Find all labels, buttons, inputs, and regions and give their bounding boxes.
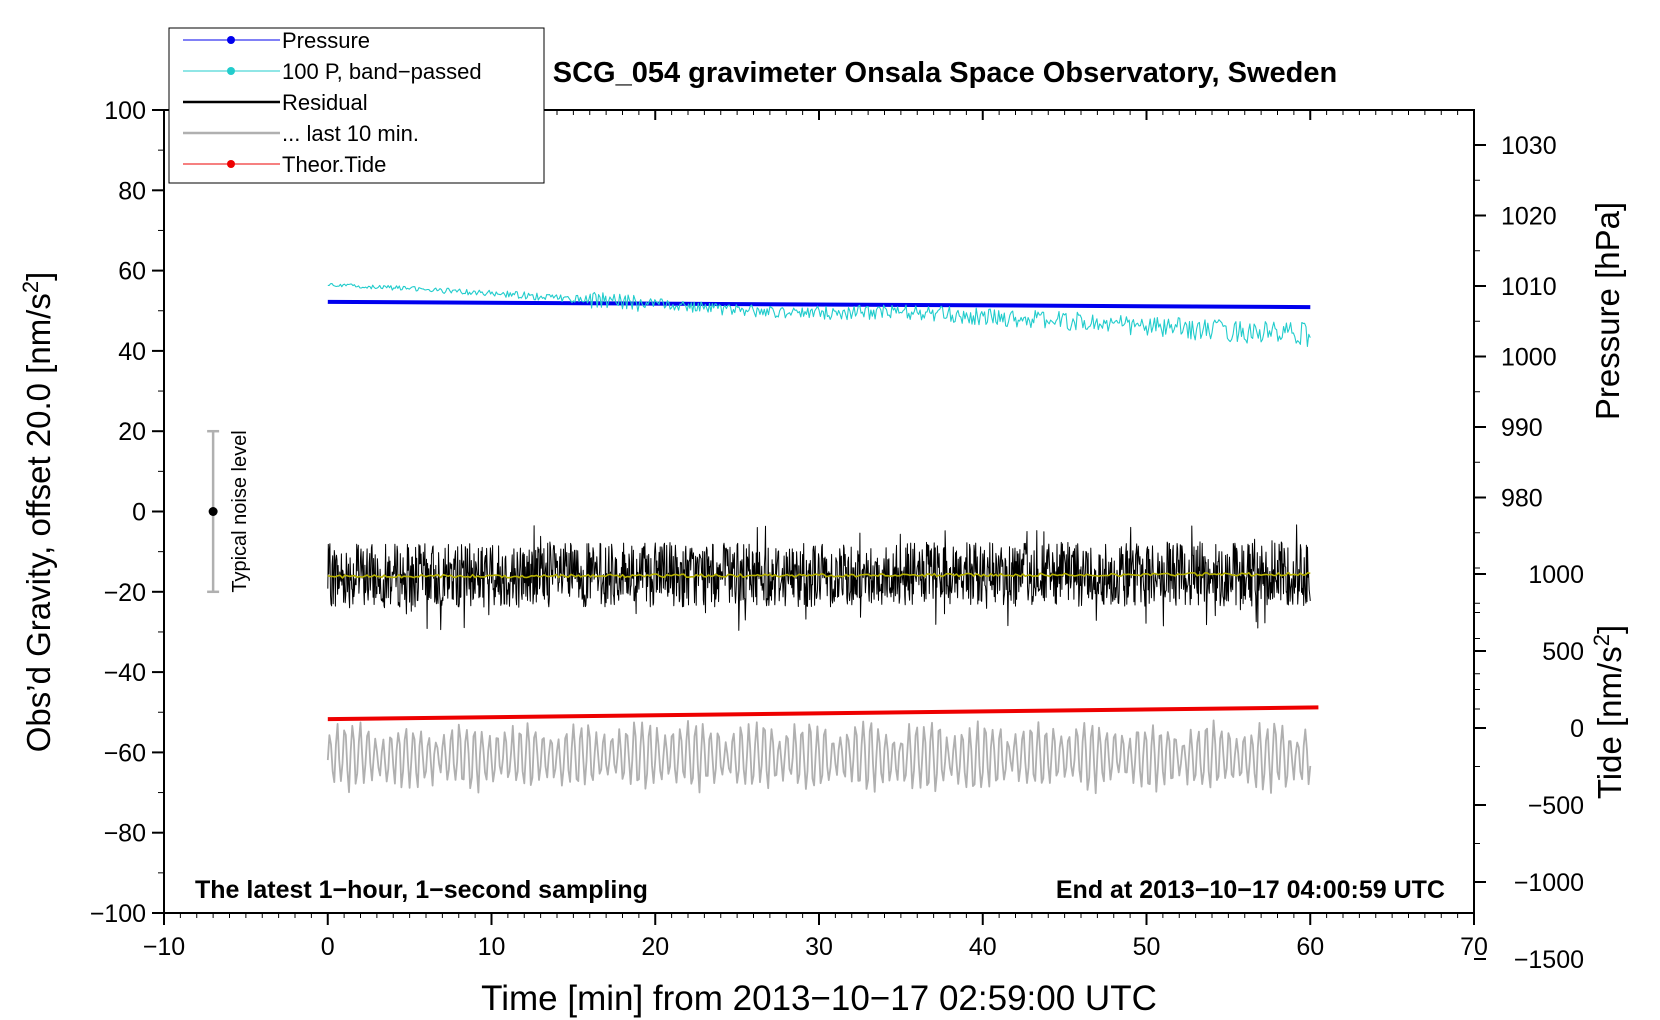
legend-label-last-10-min: ... last 10 min.: [282, 121, 419, 146]
x-tick-label: 0: [321, 933, 335, 961]
legend-label-pressure: Pressure: [282, 28, 370, 53]
series-layer: [326, 283, 1319, 795]
plot-frame: [163, 109, 1475, 914]
tide-tick-label: 500: [1542, 638, 1584, 666]
legend-label-theor-tide: Theor.Tide: [282, 152, 386, 177]
pressure-axis-label: Pressure [hPa]: [1589, 202, 1626, 420]
x-axis-label: Time [min] from 2013−10−17 02:59:00 UTC: [481, 979, 1157, 1018]
pressure-tick-label: 1030: [1501, 132, 1557, 160]
noise-bar-label: Typical noise level: [229, 430, 251, 592]
x-tick-label: 70: [1460, 933, 1488, 961]
legend-label-100-p-band-passed: 100 P, band−passed: [282, 59, 482, 84]
legend-marker-pressure: [227, 36, 235, 44]
noise-bar-center: [208, 507, 218, 516]
series-last-10-min: [326, 719, 1312, 795]
tide-tick-label: −1500: [1514, 946, 1584, 974]
x-tick-label: −10: [143, 933, 185, 961]
x-tick-label: 30: [805, 933, 833, 961]
x-tick-label: 10: [478, 933, 506, 961]
series-pressure: [327, 299, 1311, 310]
legend-marker-100-p-band-passed: [227, 67, 235, 75]
tide-tick-label: −500: [1528, 792, 1584, 820]
noise-level-indicator: Typical noise level: [207, 429, 251, 594]
y-tick-label: 60: [118, 258, 146, 286]
y-tick-label: −100: [90, 900, 146, 928]
y-tick-label: −60: [104, 739, 146, 767]
series-residual-mean: [327, 571, 1311, 579]
x-tick-label: 20: [641, 933, 669, 961]
tide-tick-label: −1000: [1514, 869, 1584, 897]
tide-axis-label: Tide [nm/s2]: [1589, 625, 1628, 799]
y-tick-label: 100: [104, 97, 146, 125]
y-tick-label: 40: [118, 338, 146, 366]
y-tick-label: −40: [104, 659, 146, 687]
tide-tick-label: 1000: [1528, 561, 1584, 589]
x-tick-label: 60: [1296, 933, 1324, 961]
y-tick-label: 0: [132, 499, 146, 527]
pressure-tick-label: 1010: [1501, 273, 1557, 301]
pressure-tick-label: 980: [1501, 485, 1543, 513]
pressure-tick-label: 990: [1501, 414, 1543, 442]
series-theor-tide: [327, 705, 1319, 722]
series-100-p-band-passed: [327, 283, 1311, 347]
legend: Pressure 100 P, band−passed Residual ... la…: [168, 27, 545, 184]
y-tick-label: −20: [104, 579, 146, 607]
x-tick-label: 50: [1133, 933, 1161, 961]
y-axis-label-left: Obs’d Gravity, offset 20.0 [nm/s2]: [18, 272, 57, 753]
tide-tick-label: 0: [1570, 715, 1584, 743]
pressure-tick-label: 1000: [1501, 344, 1557, 372]
pressure-tick-label: 1020: [1501, 203, 1557, 231]
series-residual: [327, 524, 1311, 631]
bottom-left-note: The latest 1−hour, 1−second sampling: [195, 876, 648, 904]
legend-label-residual: Residual: [282, 90, 368, 115]
x-tick-label: 40: [969, 933, 997, 961]
legend-marker-theor-tide: [227, 160, 235, 168]
y-tick-label: 20: [118, 418, 146, 446]
legend-box: [168, 27, 545, 184]
chart-title: SCG_054 gravimeter Onsala Space Observat…: [553, 57, 1337, 89]
y-tick-label: 80: [118, 177, 146, 205]
y-tick-label: −80: [104, 820, 146, 848]
bottom-right-note: End at 2013−10−17 04:00:59 UTC: [1056, 876, 1445, 904]
